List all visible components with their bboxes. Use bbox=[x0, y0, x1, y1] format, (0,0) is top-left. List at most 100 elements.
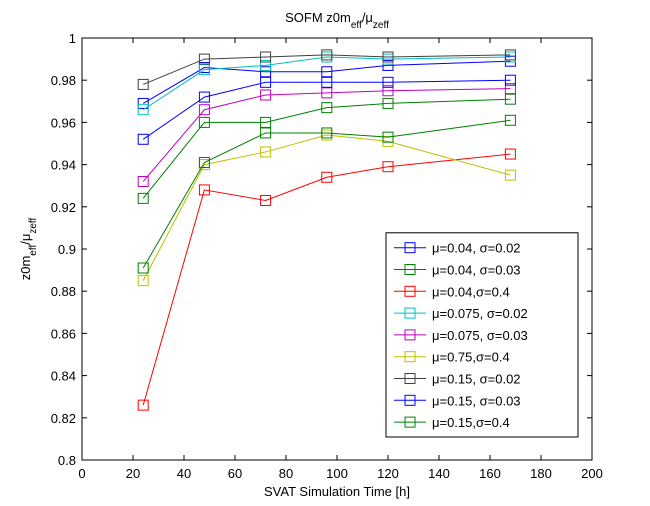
marker bbox=[321, 127, 333, 139]
chart-title-part: SOFM z0m bbox=[285, 10, 351, 25]
marker bbox=[321, 49, 333, 61]
marker bbox=[137, 97, 149, 109]
legend-marker bbox=[404, 394, 416, 406]
marker bbox=[382, 51, 394, 63]
x-tick-label: 60 bbox=[228, 466, 242, 481]
marker bbox=[198, 104, 210, 116]
series-line bbox=[142, 153, 511, 406]
marker bbox=[137, 399, 149, 411]
marker bbox=[137, 78, 149, 90]
marker bbox=[137, 104, 149, 116]
marker bbox=[382, 131, 394, 143]
series-line bbox=[142, 98, 511, 199]
marker bbox=[382, 76, 394, 88]
marker bbox=[260, 59, 272, 71]
marker bbox=[260, 76, 272, 88]
marker bbox=[137, 175, 149, 187]
marker bbox=[504, 74, 516, 86]
marker bbox=[504, 93, 516, 105]
marker bbox=[321, 171, 333, 183]
legend-marker bbox=[404, 416, 416, 428]
y-tick-label: 0.88 bbox=[51, 284, 76, 299]
marker bbox=[504, 114, 516, 126]
y-tick-label: 0.86 bbox=[51, 326, 76, 341]
x-tick-label: 140 bbox=[428, 466, 450, 481]
legend-marker bbox=[404, 373, 416, 384]
marker bbox=[504, 83, 516, 95]
y-tick-label: 0.8 bbox=[58, 453, 76, 468]
marker bbox=[198, 116, 210, 128]
series-line bbox=[142, 60, 511, 104]
marker bbox=[382, 59, 394, 71]
x-tick-label: 120 bbox=[377, 466, 399, 481]
legend-label: μ=0.15, σ=0.02 bbox=[432, 372, 521, 387]
legend-label: μ=0.04,σ=0.4 bbox=[432, 284, 510, 299]
y-axis-label-part: /μ bbox=[18, 234, 33, 245]
x-tick-label: 40 bbox=[177, 466, 191, 481]
legend-label: μ=0.075, σ=0.02 bbox=[432, 306, 528, 321]
y-axis-label-part: zeff bbox=[28, 218, 39, 234]
chart-title: SOFM z0meff/μzeff bbox=[285, 10, 389, 31]
x-tick-label: 80 bbox=[279, 466, 293, 481]
series-line bbox=[143, 54, 511, 85]
marker bbox=[260, 127, 272, 139]
series-line bbox=[142, 56, 511, 111]
legend-label: μ=0.075, σ=0.03 bbox=[432, 328, 528, 343]
y-tick-label: 0.92 bbox=[51, 200, 76, 215]
marker bbox=[260, 194, 272, 206]
legend-label: μ=0.04, σ=0.03 bbox=[432, 263, 521, 278]
marker bbox=[198, 91, 210, 103]
marker bbox=[137, 133, 149, 145]
x-tick-label: 100 bbox=[326, 466, 348, 481]
x-tick-label: 160 bbox=[479, 466, 501, 481]
y-tick-label: 0.84 bbox=[51, 369, 76, 384]
marker bbox=[321, 66, 333, 78]
chart-title-part: eff bbox=[351, 20, 362, 31]
marker bbox=[137, 262, 149, 274]
y-axis-label-part: z0m bbox=[18, 256, 33, 281]
legend-label: μ=0.04, σ=0.02 bbox=[432, 241, 521, 256]
marker bbox=[137, 192, 149, 204]
series-line bbox=[142, 119, 511, 269]
y-tick-label: 0.94 bbox=[51, 158, 76, 173]
marker bbox=[260, 66, 272, 78]
y-tick-label: 0.82 bbox=[51, 411, 76, 426]
marker bbox=[198, 64, 210, 76]
x-tick-label: 20 bbox=[126, 466, 140, 481]
marker bbox=[260, 146, 272, 158]
marker bbox=[260, 116, 272, 128]
series-line bbox=[142, 79, 511, 140]
marker bbox=[198, 184, 210, 196]
marker bbox=[321, 87, 333, 99]
legend-marker bbox=[404, 264, 416, 275]
marker bbox=[321, 76, 333, 88]
chart-title-part: zeff bbox=[373, 20, 389, 31]
legend-marker bbox=[404, 307, 416, 319]
marker bbox=[504, 49, 516, 61]
x-tick-label: 200 bbox=[581, 466, 603, 481]
marker bbox=[137, 275, 149, 287]
y-axis-label-part: eff bbox=[28, 245, 39, 256]
marker bbox=[382, 97, 394, 109]
legend-marker bbox=[404, 285, 416, 297]
series-line bbox=[142, 88, 511, 182]
y-tick-label: 1 bbox=[69, 31, 76, 46]
marker bbox=[382, 85, 394, 97]
marker bbox=[260, 89, 272, 101]
marker bbox=[382, 161, 394, 173]
x-tick-label: 0 bbox=[78, 466, 85, 481]
y-tick-label: 0.9 bbox=[58, 242, 76, 257]
legend-marker bbox=[404, 329, 416, 341]
x-tick-label: 180 bbox=[530, 466, 552, 481]
y-tick-label: 0.98 bbox=[51, 73, 76, 88]
legend-label: μ=0.15,σ=0.4 bbox=[432, 415, 510, 430]
legend-marker bbox=[404, 351, 416, 363]
marker bbox=[504, 169, 516, 181]
y-axis-label: z0meff/μzeff bbox=[18, 218, 39, 281]
legend-box bbox=[385, 232, 579, 438]
marker bbox=[260, 51, 272, 63]
series-line bbox=[142, 134, 511, 281]
marker bbox=[321, 102, 333, 114]
y-tick-label: 0.96 bbox=[51, 115, 76, 130]
